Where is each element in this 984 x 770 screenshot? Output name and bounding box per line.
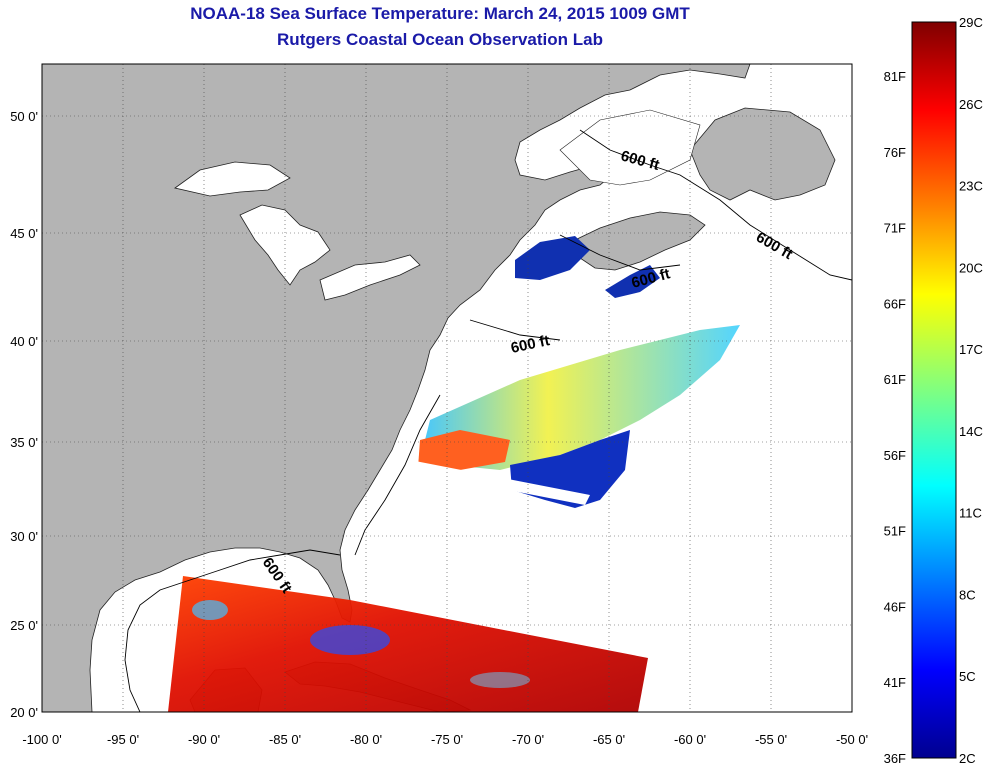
colorbar-fahrenheit-label: 36F [884,751,906,766]
swath-gap [405,460,590,505]
colorbar-fahrenheit-label: 61F [884,372,906,387]
colorbar-celsius-label: 2C [959,751,976,766]
longitude-tick-label: -100 0' [22,732,61,747]
colorbar-celsius-label: 5C [959,669,976,684]
colorbar-celsius-label: 26C [959,97,983,112]
longitude-tick-label: -60 0' [674,732,706,747]
colorbar-fahrenheit-label: 46F [884,599,906,614]
lake-superior [174,161,291,197]
colorbar-fahrenheit-label: 41F [884,675,906,690]
colorbar-fahrenheit-label: 76F [884,145,906,160]
latitude-tick-label: 40 0' [10,334,38,349]
longitude-tick-label: -75 0' [431,732,463,747]
colorbar-fahrenheit-label: 71F [884,221,906,236]
latitude-tick-label: 45 0' [10,226,38,241]
land-newfoundland [689,107,836,201]
longitude-labels: -100 0' -95 0' -90 0' -85 0' -80 0' -75 0' -70… [22,732,868,747]
longitude-tick-label: -85 0' [269,732,301,747]
latitude-tick-label: 30 0' [10,529,38,544]
land-north-america [42,64,751,712]
colorbar-celsius-label: 20C [959,260,983,275]
longitude-tick-label: -50 0' [836,732,868,747]
colorbar-celsius-label: 11C [959,506,982,521]
longitude-tick-label: -90 0' [188,732,220,747]
latitude-tick-label: 25 0' [10,618,38,633]
colorbar [911,21,957,759]
colorbar-fahrenheit-label: 56F [884,448,906,463]
lake-erie-ontario [319,254,421,301]
colorbar-fahrenheit-label: 81F [884,69,906,84]
isobath-600ft [124,129,852,712]
longitude-tick-label: -65 0' [593,732,625,747]
latitude-tick-label: 20 0' [10,705,38,720]
map-title: NOAA-18 Sea Surface Temperature: March 2… [190,4,690,23]
colorbar-celsius-label: 29C [959,15,983,30]
longitude-tick-label: -70 0' [512,732,544,747]
colorbar-celsius-label: 14C [959,424,983,439]
longitude-tick-label: -95 0' [107,732,139,747]
colorbar-celsius-label: 17C [959,342,983,357]
map-subtitle: Rutgers Coastal Ocean Observation Lab [277,30,603,49]
sst-georges [605,265,660,298]
latitude-tick-label: 35 0' [10,435,38,450]
colorbar-fahrenheit-label: 51F [884,524,906,539]
sst-swath-atlantic [420,325,740,470]
latitude-labels: 50 0' 45 0' 40 0' 35 0' 30 0' 25 0' 20 0' [10,109,38,720]
sst-warm-patch [418,430,510,470]
longitude-tick-label: -80 0' [350,732,382,747]
longitude-tick-label: -55 0' [755,732,787,747]
colorbar-celsius-label: 8C [959,587,976,602]
latitude-tick-label: 50 0' [10,109,38,124]
map-frame [41,63,853,713]
sst-gulf-of-maine [515,236,590,280]
colorbar-labels: 29C 26C 23C 20C 17C 14C 11C 8C 5C 2C 81F 76F 71F 66F 6… [884,15,983,766]
colorbar-celsius-label: 23C [959,179,983,194]
colorbar-fahrenheit-label: 66F [884,296,906,311]
